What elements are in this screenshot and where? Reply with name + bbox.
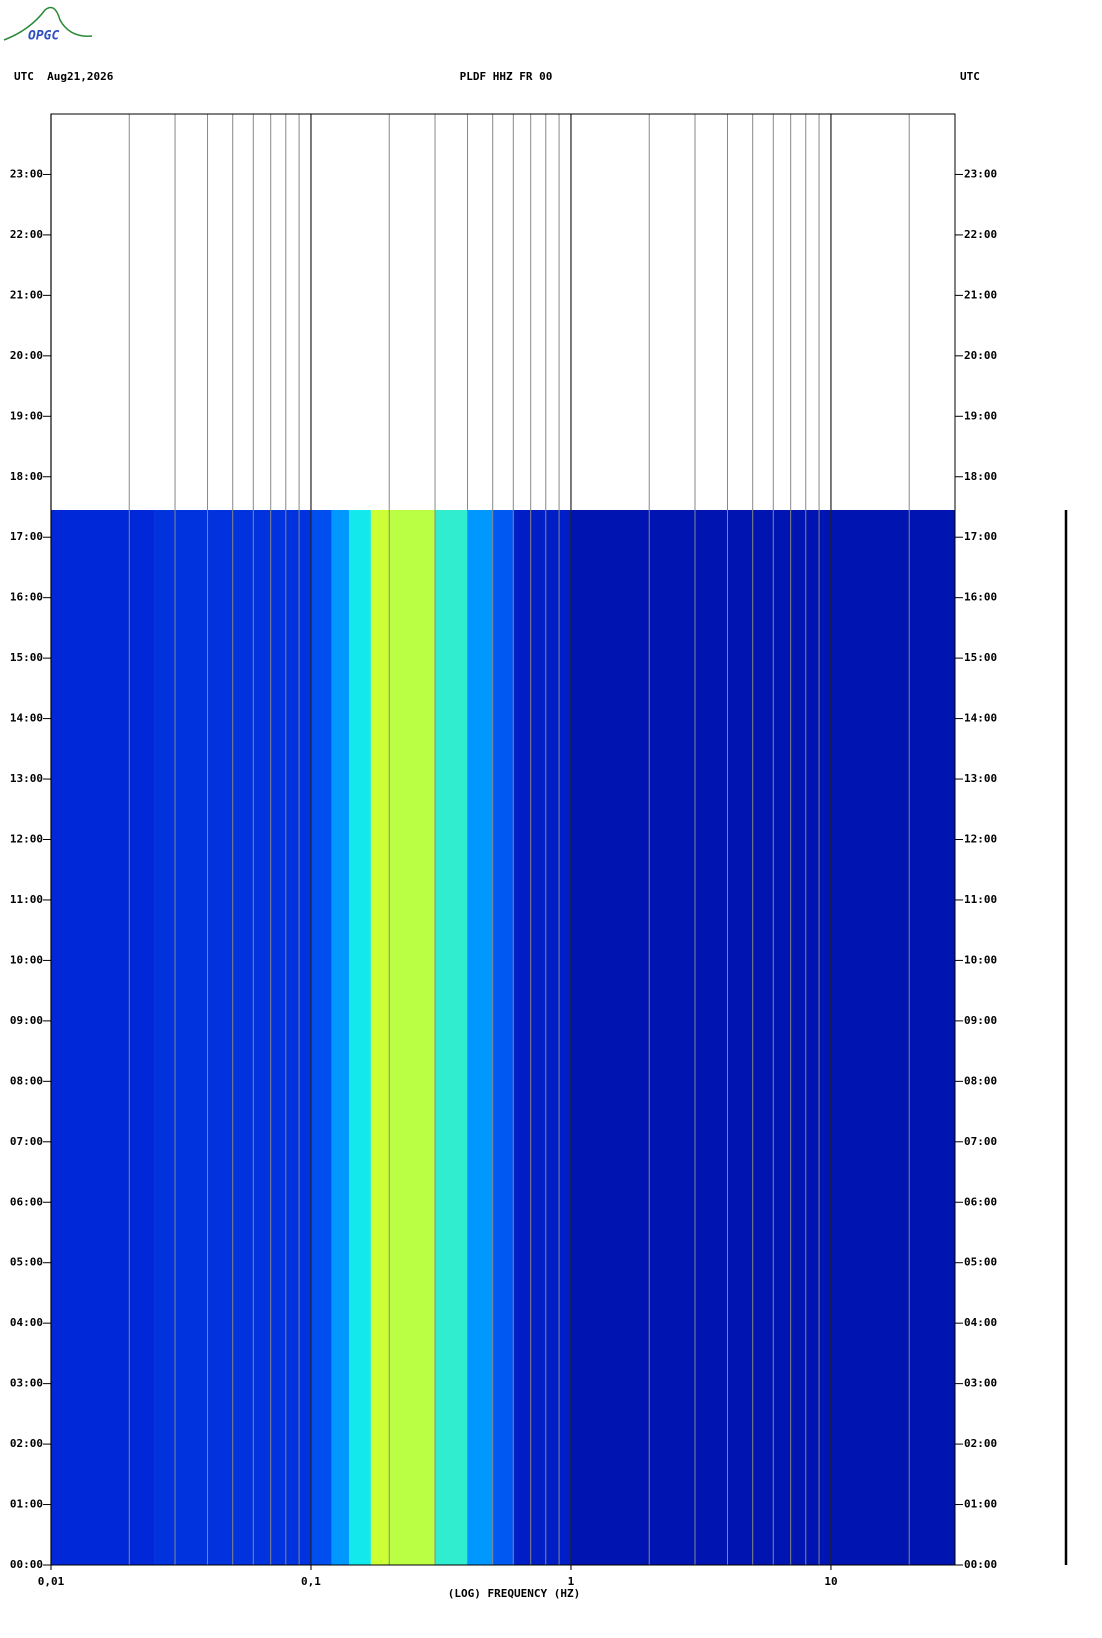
y-tick-label: 15:00 [964,651,997,664]
y-tick-label: 19:00 [964,409,997,422]
y-tick-label: 00:00 [964,1558,997,1571]
y-tick-label: 16:00 [964,591,997,604]
y-tick-label: 07:00 [10,1135,43,1148]
right-header: UTC [960,70,980,83]
x-tick-label: 0,1 [301,1575,321,1588]
chart-title: PLDF HHZ FR 00 [460,70,553,83]
y-tick-label: 08:00 [10,1074,43,1087]
y-tick-label: 09:00 [10,1014,43,1027]
spectrum-band [513,510,571,1565]
x-tick-label: 0,01 [38,1575,65,1588]
y-tick-label: 22:00 [964,228,997,241]
y-tick-label: 08:00 [964,1074,997,1087]
y-tick-label: 23:00 [964,167,997,180]
left-header: UTC Aug21,2026 [14,70,114,83]
spectrum-band [467,510,493,1565]
x-tick-label: 1 [568,1575,575,1588]
spectrum-band [310,510,332,1565]
y-tick-label: 05:00 [964,1256,997,1269]
y-tick-label: 01:00 [964,1498,997,1511]
y-tick-label: 10:00 [964,953,997,966]
x-axis-label: (LOG) FREQUENCY (HZ) [448,1587,580,1600]
y-tick-label: 10:00 [10,953,43,966]
spectrum-band [370,510,390,1565]
y-tick-label: 13:00 [10,772,43,785]
y-tick-label: 22:00 [10,228,43,241]
y-tick-label: 12:00 [10,833,43,846]
y-tick-label: 11:00 [964,893,997,906]
logo-curve [3,6,93,41]
logo: OPGC [28,29,59,44]
x-tick-label: 10 [824,1575,837,1588]
y-tick-label: 18:00 [10,470,43,483]
y-tick-label: 04:00 [10,1316,43,1329]
y-tick-label: 11:00 [10,893,43,906]
y-tick-label: 16:00 [10,591,43,604]
y-tick-label: 06:00 [964,1195,997,1208]
y-tick-label: 05:00 [10,1256,43,1269]
y-tick-label: 15:00 [10,651,43,664]
y-tick-label: 06:00 [10,1195,43,1208]
spectrum-band [492,510,514,1565]
y-tick-label: 21:00 [964,288,997,301]
spectrum-band [389,510,436,1565]
y-tick-label: 19:00 [10,409,43,422]
y-tick-label: 20:00 [964,349,997,362]
y-tick-label: 02:00 [10,1437,43,1450]
y-tick-label: 01:00 [10,1498,43,1511]
y-tick-label: 12:00 [964,833,997,846]
y-tick-label: 14:00 [10,712,43,725]
y-tick-label: 07:00 [964,1135,997,1148]
y-tick-label: 14:00 [964,712,997,725]
y-tick-label: 13:00 [964,772,997,785]
y-tick-label: 17:00 [964,530,997,543]
spectrum-band [348,510,371,1565]
y-tick-label: 21:00 [10,288,43,301]
spectrum-band [570,510,955,1565]
y-tick-label: 00:00 [10,1558,43,1571]
y-tick-label: 04:00 [964,1316,997,1329]
y-tick-label: 02:00 [964,1437,997,1450]
y-tick-label: 20:00 [10,349,43,362]
y-tick-label: 17:00 [10,530,43,543]
spectrum-band [331,510,349,1565]
y-tick-label: 03:00 [964,1377,997,1390]
spectrum-band [51,510,155,1565]
y-tick-label: 23:00 [10,167,43,180]
spectrum-band [435,510,468,1565]
y-tick-label: 09:00 [964,1014,997,1027]
y-tick-label: 03:00 [10,1377,43,1390]
y-tick-label: 18:00 [964,470,997,483]
